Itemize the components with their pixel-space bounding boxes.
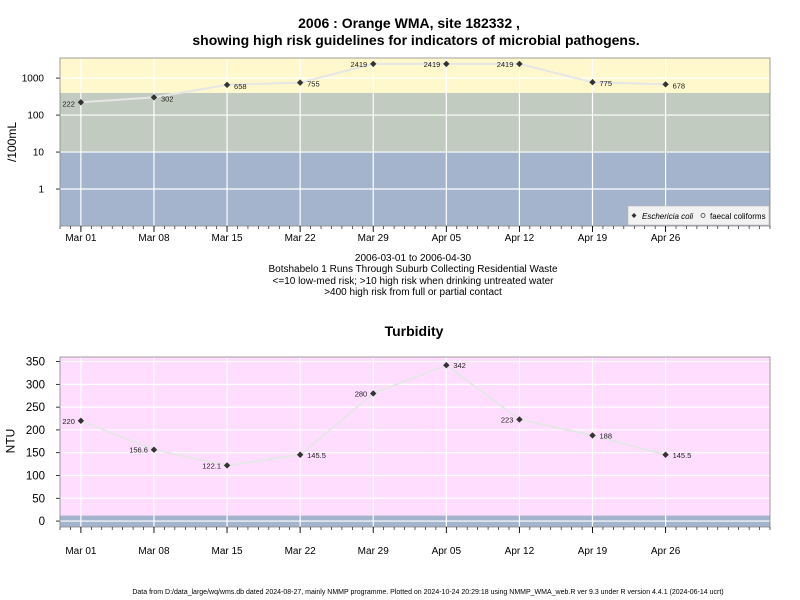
chart2-y-tick-label: 300 — [26, 379, 45, 391]
chart2-y-tick-label: 350 — [26, 357, 45, 369]
chart1-data-point — [589, 79, 596, 86]
chart1-data-point — [443, 60, 450, 68]
chart2-data-point — [443, 362, 450, 369]
chart1-x-tick-label: Apr 05 — [432, 233, 462, 244]
chart1-data-point — [370, 60, 377, 68]
chart1-data-label: 775 — [600, 79, 613, 88]
chart2-background — [60, 357, 770, 527]
chart1-data-point — [223, 81, 231, 89]
chart2-data-point — [77, 417, 85, 425]
chart1-data-point — [150, 94, 158, 101]
chart2-ylabel: NTU — [3, 428, 18, 454]
chart1-x-tick-label: Mar 15 — [211, 233, 243, 244]
chart1-data-label: 678 — [673, 81, 686, 90]
chart1-data-label: 658 — [234, 82, 247, 91]
chart1-data-point — [77, 99, 85, 106]
chart2-data-label: 220 — [62, 417, 75, 426]
chart1-plot: 1 10 100 1000 Mar 01 Mar 08 Mar 15 Mar 22 Mar 29… — [22, 57, 771, 244]
chart2-x-tick-label: Apr 12 — [505, 546, 535, 557]
chart1-legend-marker-faecal — [700, 213, 706, 218]
chart1-legend-ecoli: Eschericia coli — [642, 212, 693, 221]
chart1-y-tick-label: 10 — [33, 148, 45, 159]
chart1-data-label: 2419 — [497, 60, 514, 69]
chart2-data-point — [516, 416, 523, 423]
chart2-y-tick-label: 250 — [26, 402, 45, 414]
chart2-data-point — [223, 462, 231, 469]
chart2-data-label: 145.5 — [307, 451, 326, 460]
chart2-data-point — [150, 446, 158, 453]
chart2-x-tick-label: Mar 15 — [211, 546, 243, 557]
chart1-title-line1: 2006 : Orange WMA, site 182332 , — [298, 15, 520, 31]
chart2-data-label: 156.6 — [129, 446, 148, 455]
chart1-legend-faecal: faecal coliforms — [710, 212, 766, 221]
chart1-legend-box — [627, 205, 770, 226]
chart1-x-tick-label: Mar 29 — [358, 233, 390, 244]
chart2-data-point — [662, 451, 669, 458]
chart1-x-tick-label: Apr 26 — [651, 233, 681, 244]
chart1-risk-band — [60, 92, 770, 153]
chart2-y-tick-label: 150 — [26, 448, 45, 460]
footer-note: Data from D:/data_large/wq/wms.db dated … — [132, 589, 724, 596]
chart2-x-tick-label: Mar 01 — [65, 546, 97, 557]
chart1-data-point — [662, 81, 669, 88]
chart2-data-point — [296, 451, 304, 458]
chart2-data-label: 280 — [355, 389, 368, 398]
chart1-data-label: 222 — [62, 99, 75, 108]
chart1-legend-marker-ecoli — [631, 213, 637, 218]
chart2-y-tick-label: 50 — [32, 493, 45, 505]
chart1-x-tick-label: Apr 19 — [578, 233, 608, 244]
chart2-x-tick-label: Mar 22 — [285, 546, 317, 557]
chart1-subtitle-1: 2006-03-01 to 2006-04-30 — [354, 253, 472, 264]
chart1-data-label: 755 — [307, 80, 320, 89]
chart1-x-tick-label: Mar 01 — [65, 233, 97, 244]
chart1-data-label: 2419 — [424, 60, 441, 69]
chart2-data-label: 122.1 — [202, 461, 221, 470]
chart2-y-tick-label: 200 — [26, 425, 45, 437]
chart2-data-label: 145.5 — [673, 451, 692, 460]
chart2-y-tick-label: 0 — [39, 516, 45, 528]
chart1-y-tick-label: 100 — [27, 111, 44, 122]
chart1-subtitle-3: <=10 low-med risk; >10 high risk when dr… — [272, 276, 554, 287]
chart1-data-point — [516, 60, 523, 68]
chart1-subtitle-2: Botshabelo 1 Runs Through Suburb Collect… — [268, 264, 558, 275]
chart1-subtitle-4: >400 high risk from full or partial cont… — [324, 287, 502, 298]
chart2-data-label: 342 — [453, 361, 466, 370]
chart1-y-tick-label: 1 — [38, 185, 44, 196]
chart1-x-tick-label: Mar 08 — [138, 233, 170, 244]
chart2-x-tick-label: Apr 05 — [432, 546, 462, 557]
chart2-data-point — [589, 432, 596, 439]
chart1-data-point — [296, 79, 304, 86]
chart2-data-label: 188 — [600, 431, 613, 440]
chart1-data-label: 302 — [161, 94, 174, 103]
chart2-x-tick-label: Mar 29 — [358, 546, 390, 557]
chart2-y-tick-label: 100 — [26, 470, 45, 482]
chart2-data-label: 223 — [501, 415, 514, 424]
chart2-x-tick-label: Mar 08 — [138, 546, 170, 557]
chart2-x-tick-label: Apr 19 — [578, 546, 608, 557]
chart1-x-tick-label: Mar 22 — [285, 233, 317, 244]
chart1-x-tick-label: Apr 12 — [505, 233, 535, 244]
chart2-title: Turbidity — [384, 323, 444, 339]
chart1-title-line2: showing high risk guidelines for indicat… — [192, 32, 640, 48]
chart2-x-tick-label: Apr 26 — [651, 546, 681, 557]
chart2-data-point — [370, 390, 377, 397]
chart1-data-label: 2419 — [351, 60, 368, 69]
chart1-y-tick-label: 1000 — [22, 74, 45, 85]
